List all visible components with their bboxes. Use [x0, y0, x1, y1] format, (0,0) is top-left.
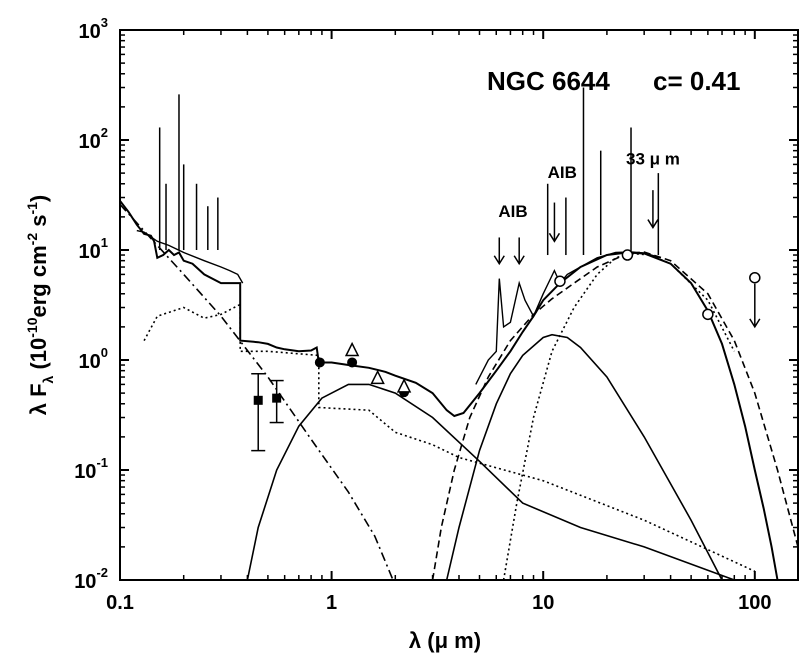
photometry-markers: [251, 249, 761, 452]
filled-circle-marker: [314, 357, 325, 368]
x-tick-labels: 0.1 1 10 100: [106, 592, 771, 614]
chart-title: NGC 6644: [487, 66, 610, 96]
y-tick-label: 10-1: [74, 455, 108, 483]
x-tick-label: 1: [326, 592, 337, 614]
feature-arrowhead: [647, 219, 659, 229]
y-tick-labels: 10-2 10-1 100 101 102 103: [74, 15, 108, 593]
model-curve-dashdot: [119, 203, 394, 581]
annotations: AIB AIB 33 μ m: [493, 149, 680, 266]
model-curve-dotted: [143, 303, 756, 573]
model-curve-solid: [246, 383, 735, 581]
feature-label: AIB: [498, 202, 527, 221]
open-circle-marker: [621, 249, 634, 261]
x-tick-label: 10: [532, 592, 554, 614]
x-tick-label: 0.1: [106, 592, 134, 614]
x-tick-label: 100: [738, 592, 771, 614]
model-curve-solid: [119, 200, 779, 581]
y-axis-label: λ Fλ (10-10erg cm-2 s-1): [24, 195, 56, 416]
filled-square-marker: [272, 393, 282, 403]
upper-limit-arrowhead: [749, 318, 761, 329]
y-tick-label: 101: [79, 235, 108, 263]
plot-frame: [119, 29, 799, 581]
open-triangle-marker: [344, 341, 360, 357]
uv-spectrum-line: [136, 229, 244, 284]
extinction-annotation: c= 0.41: [653, 66, 740, 96]
feature-arrowhead: [513, 255, 525, 266]
y-tick-label: 102: [79, 125, 108, 153]
model-curve-thindotted: [502, 252, 736, 581]
y-tick-label: 100: [79, 345, 108, 373]
y-tick-label: 103: [79, 15, 108, 43]
open-circle-marker: [554, 275, 566, 287]
ir-spectrum-line: [475, 251, 662, 385]
open-triangle-marker: [370, 369, 385, 385]
axis-ticks: [119, 29, 798, 581]
filled-square-marker: [253, 395, 263, 405]
model-curves: [119, 87, 799, 581]
model-curve-dashed: [431, 251, 799, 581]
y-tick-label: 10-2: [74, 565, 108, 593]
open-circle-marker: [749, 271, 761, 284]
model-curve-solid: [445, 333, 723, 581]
filled-circle-marker: [347, 357, 358, 368]
feature-label: 33 μ m: [626, 149, 680, 168]
open-triangle-marker: [396, 378, 412, 393]
feature-arrowhead: [493, 255, 505, 266]
feature-label: AIB: [548, 163, 577, 182]
feature-arrowhead: [548, 232, 561, 243]
x-axis-label: λ (μ m): [409, 628, 481, 653]
open-circle-marker: [702, 308, 714, 321]
